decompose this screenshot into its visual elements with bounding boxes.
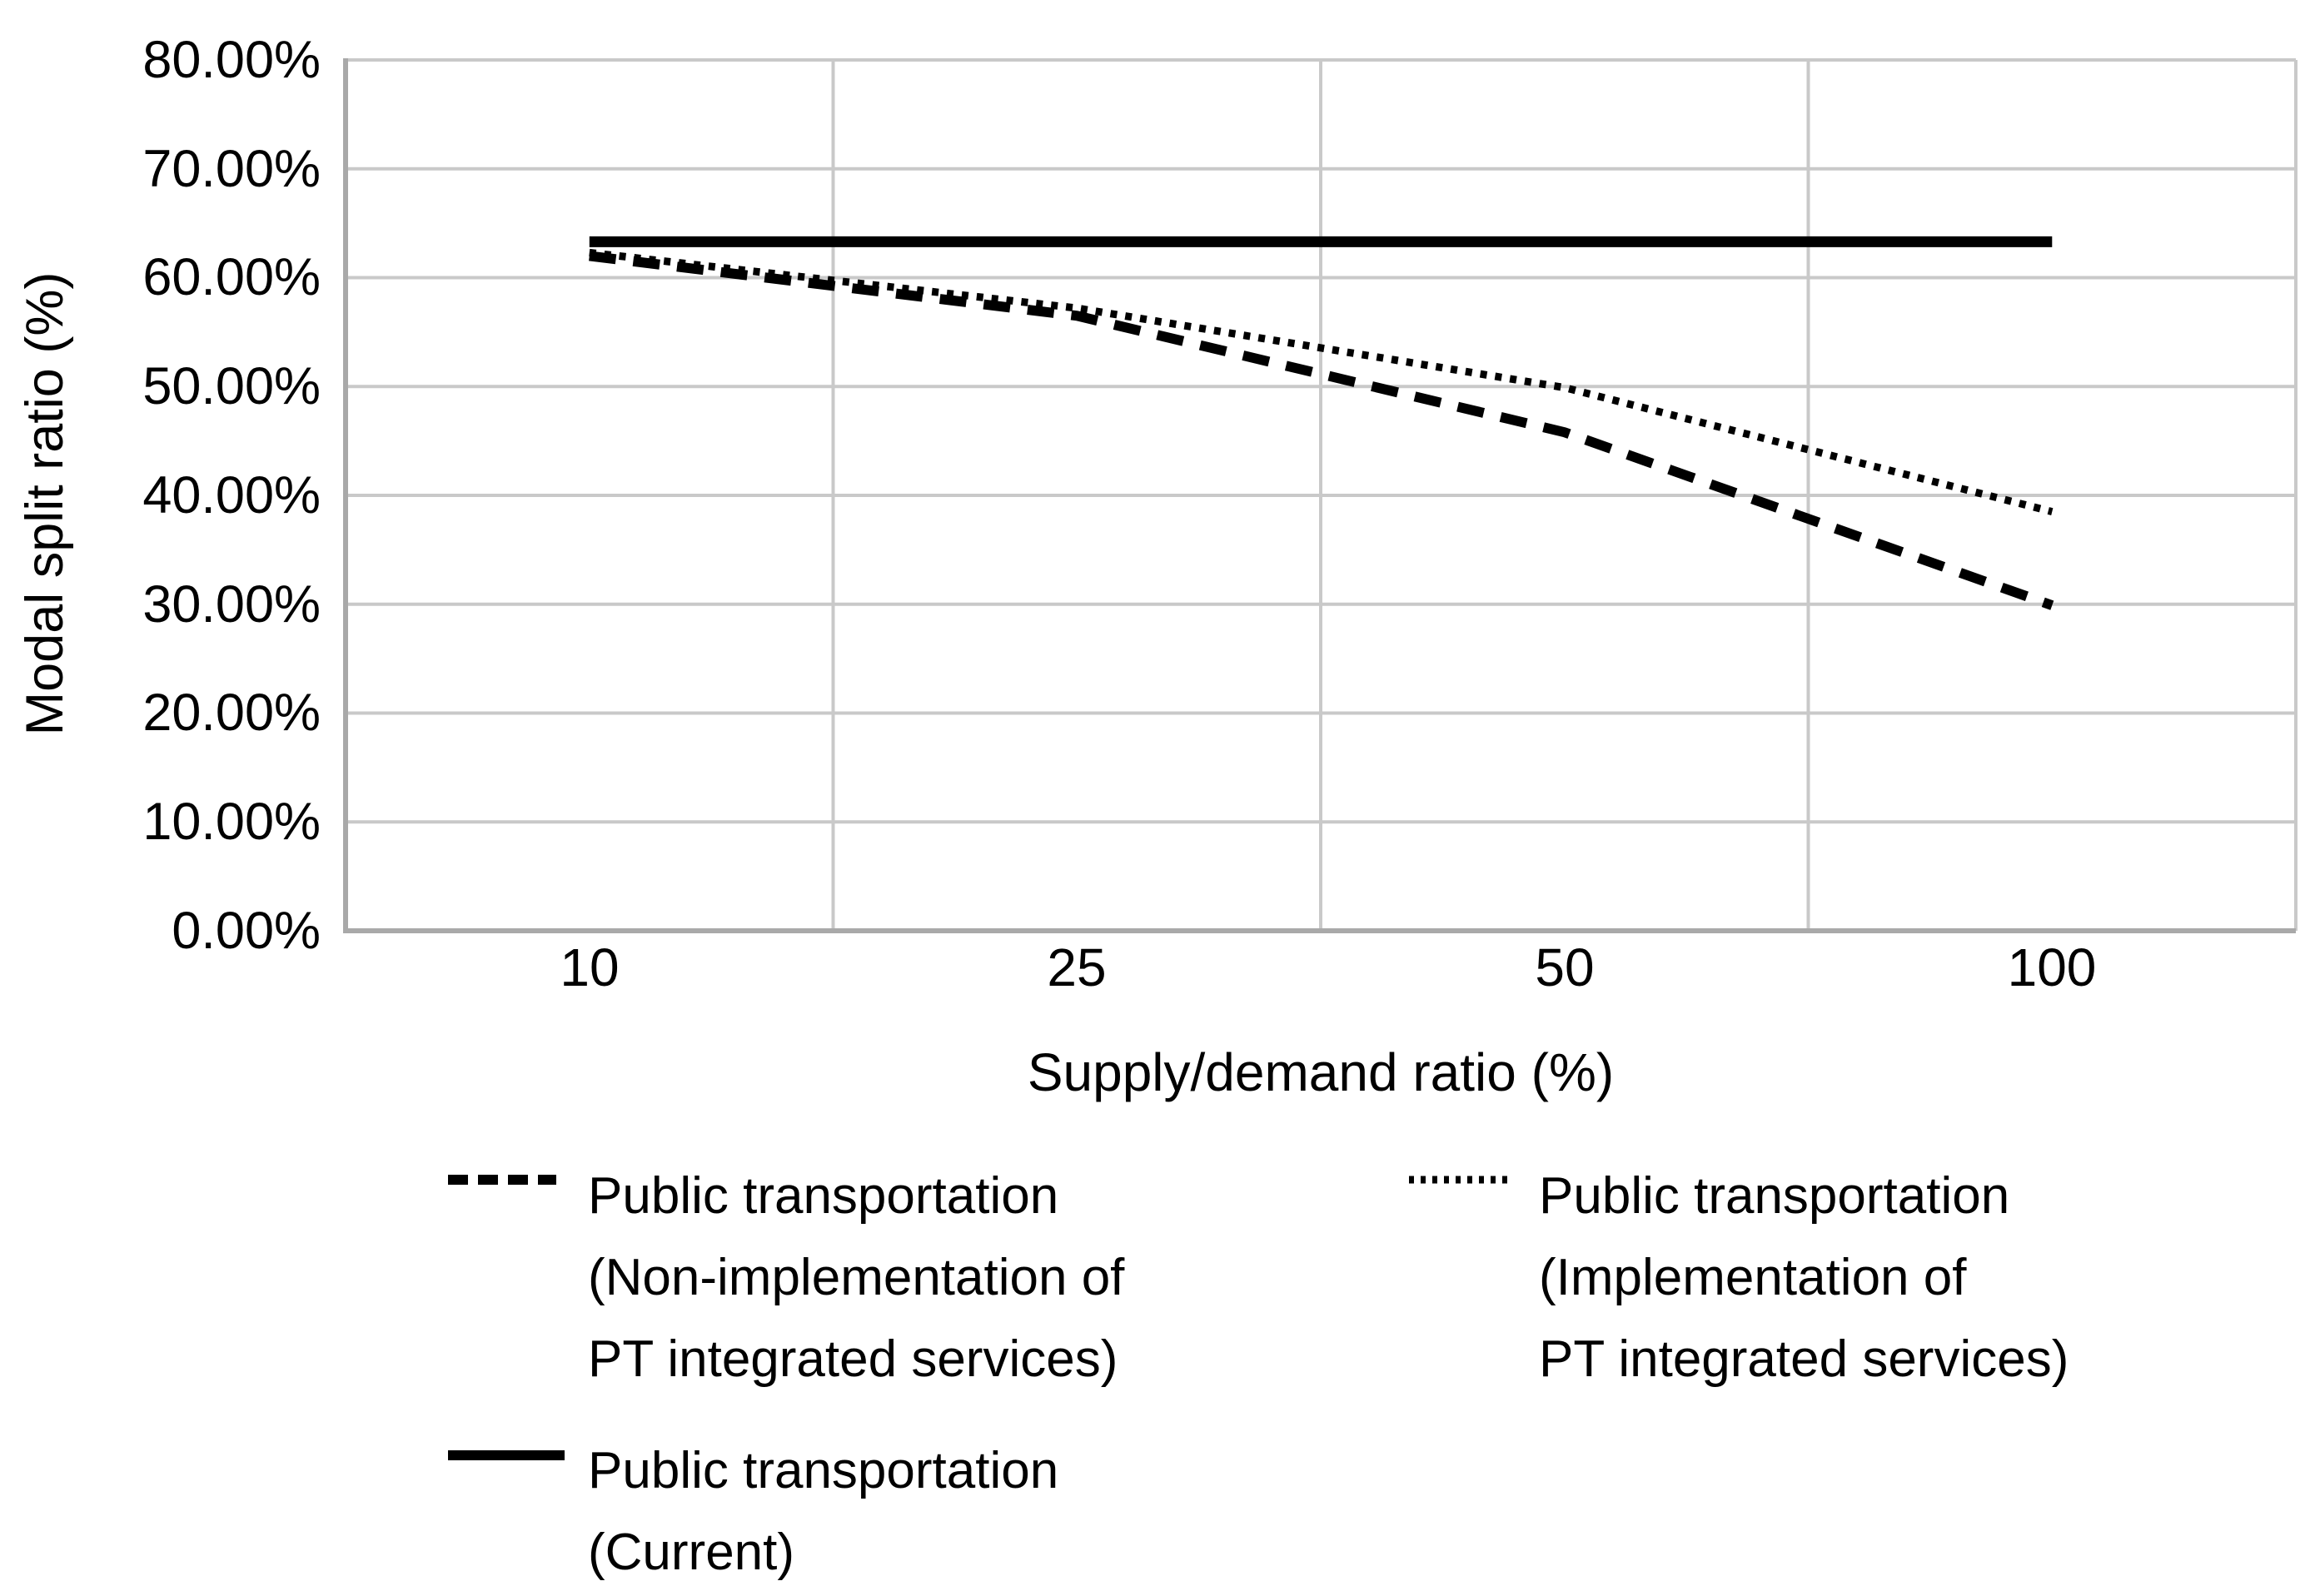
legend-text-line: Public transportation [588,1167,1059,1225]
y-tick-label: 20.00% [142,684,321,742]
series-line-dotted [589,248,2054,515]
legend-text-line: PT integrated services) [1539,1330,2069,1388]
x-tick-label: 50 [1535,937,1595,997]
y-tick-label: 50.00% [142,357,321,415]
x-tick-label: 25 [1047,937,1107,997]
y-tick-label: 80.00% [142,31,321,89]
y-tick-label: 30.00% [142,575,321,634]
legend-swatch-solid-line-icon [448,1450,565,1460]
y-tick-label: 60.00% [142,248,321,306]
legend-swatch-dotted-line-icon [1409,1176,1514,1184]
y-tick-label: 10.00% [142,793,321,851]
y-tick-label: 70.00% [142,140,321,198]
y-axis-title: Modal split ratio (%) [16,271,74,736]
series-line-dashed [589,251,2054,610]
y-tick-label: 40.00% [142,466,321,525]
legend-text-line: (Non-implementation of [588,1249,1125,1306]
x-tick-label: 10 [560,937,620,997]
legend-text-line: (Current) [588,1524,795,1581]
legend-entry-implementation: Public transportation (Implementation of… [1539,1156,2069,1400]
legend-entry-non-implementation: Public transportation (Non-implementatio… [588,1156,1124,1400]
legend-text-line: Public transportation [588,1442,1059,1499]
legend-entry-current: Public transportation (Current) [588,1430,1058,1594]
legend-swatch-dashed-line-icon [448,1175,556,1185]
x-axis-title: Supply/demand ratio (%) [1027,1042,1615,1102]
legend-text-line: (Implementation of [1539,1249,1967,1306]
x-tick-label: 100 [2007,937,2097,997]
legend-text-line: PT integrated services) [588,1330,1118,1388]
legend-text-line: Public transportation [1539,1167,2010,1225]
y-tick-label: 0.00% [172,902,321,960]
